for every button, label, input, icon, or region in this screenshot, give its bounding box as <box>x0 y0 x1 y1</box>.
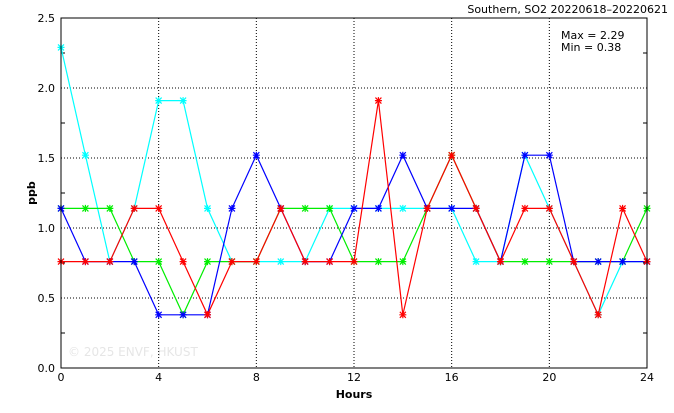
series-day1 <box>57 43 651 319</box>
x-tick-label: 4 <box>155 371 162 384</box>
y-tick-label: 0.5 <box>38 292 56 305</box>
data-point <box>374 204 382 212</box>
y-tick-label: 0.0 <box>38 362 56 375</box>
x-tick-label: 24 <box>640 371 654 384</box>
data-point <box>81 204 89 212</box>
data-point <box>594 258 602 266</box>
data-point <box>130 204 138 212</box>
data-point <box>155 311 163 319</box>
chart-title: Southern, SO2 20220618–20220621 <box>467 3 668 16</box>
y-tick-label: 2.0 <box>38 82 56 95</box>
y-tick-label: 2.5 <box>38 12 56 25</box>
data-point <box>106 258 114 266</box>
data-point <box>399 151 407 159</box>
data-point <box>570 258 578 266</box>
data-point <box>204 311 211 319</box>
data-point <box>155 258 163 266</box>
data-point <box>179 97 187 105</box>
data-point <box>326 258 334 266</box>
plot-frame <box>60 17 648 369</box>
data-point <box>204 258 211 266</box>
data-point <box>228 258 236 266</box>
watermark: © 2025 ENVF, HKUST <box>68 345 198 359</box>
min-label: Min = 0.38 <box>561 41 621 54</box>
x-tick-label: 0 <box>58 371 65 384</box>
data-point <box>252 151 260 159</box>
data-point <box>448 204 456 212</box>
data-point <box>155 97 163 105</box>
x-tick-label: 8 <box>253 371 260 384</box>
data-point <box>155 204 163 212</box>
data-point <box>619 258 627 266</box>
data-point <box>399 311 407 319</box>
x-tick-label: 20 <box>542 371 556 384</box>
data-point <box>521 204 529 212</box>
y-tick-label: 1.0 <box>38 222 56 235</box>
data-point <box>399 258 407 266</box>
data-point <box>497 258 504 266</box>
data-point <box>545 258 553 266</box>
data-point <box>448 151 456 159</box>
data-point <box>472 204 480 212</box>
x-tick-label: 12 <box>347 371 361 384</box>
data-point <box>228 204 236 212</box>
x-axis-label: Hours <box>336 388 373 401</box>
data-point <box>350 204 358 212</box>
data-point <box>130 258 138 266</box>
data-point <box>326 204 334 212</box>
data-point <box>179 258 187 266</box>
data-point <box>521 151 529 159</box>
y-tick-label: 1.5 <box>38 152 56 165</box>
data-point <box>594 311 602 319</box>
data-point <box>81 258 89 266</box>
max-label: Max = 2.29 <box>561 29 624 42</box>
x-tick-label: 16 <box>445 371 459 384</box>
data-point <box>179 311 187 319</box>
data-point <box>301 258 309 266</box>
data-point <box>545 151 553 159</box>
data-point <box>423 204 431 212</box>
data-point <box>277 258 285 266</box>
data-point <box>277 204 285 212</box>
data-point <box>472 258 480 266</box>
data-point <box>252 258 260 266</box>
data-point <box>521 258 529 266</box>
data-point <box>81 151 89 159</box>
data-point <box>545 204 553 212</box>
data-point <box>301 204 309 212</box>
data-point <box>619 204 627 212</box>
data-point <box>350 258 358 266</box>
data-point <box>374 258 382 266</box>
data-point <box>399 204 407 212</box>
data-point <box>106 204 114 212</box>
data-point <box>204 204 211 212</box>
data-point <box>374 97 382 105</box>
y-axis-label: ppb <box>25 181 38 205</box>
